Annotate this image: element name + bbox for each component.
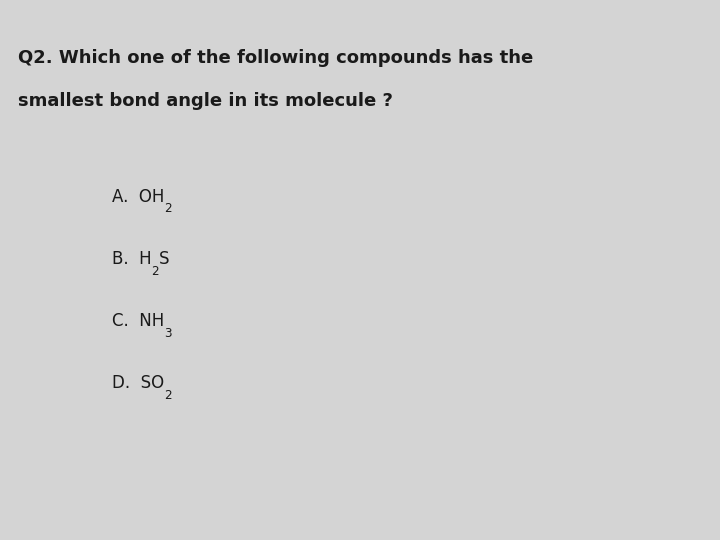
Text: 2: 2 — [163, 389, 171, 402]
Text: A.  OH: A. OH — [112, 188, 164, 206]
Text: B.  H: B. H — [112, 250, 151, 268]
Text: 2: 2 — [164, 202, 171, 215]
Text: smallest bond angle in its molecule ?: smallest bond angle in its molecule ? — [18, 92, 393, 110]
Text: 3: 3 — [164, 327, 171, 340]
Text: Q2. Which one of the following compounds has the: Q2. Which one of the following compounds… — [18, 49, 534, 66]
Text: C.  NH: C. NH — [112, 312, 164, 330]
Text: S: S — [159, 250, 169, 268]
Text: 2: 2 — [151, 265, 159, 278]
Text: D.  SO: D. SO — [112, 374, 163, 393]
